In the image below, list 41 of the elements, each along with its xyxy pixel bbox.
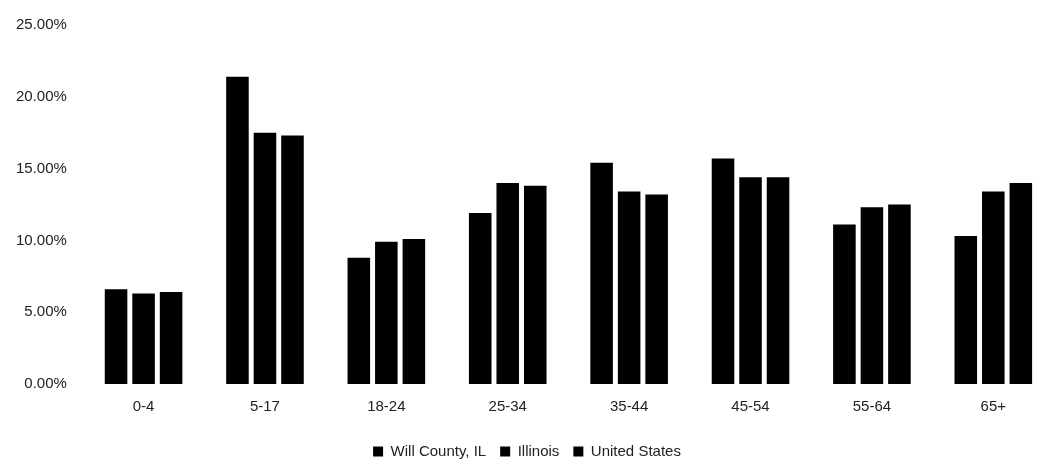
legend-label: Illinois [517,441,560,459]
bar [711,158,735,384]
bar [1009,182,1033,384]
y-tick-label: 10.00% [16,230,67,248]
x-tick-label: 45-54 [731,397,770,415]
bar [253,132,277,384]
bar [523,185,547,384]
bar [833,224,856,384]
y-tick-label: 15.00% [16,158,67,176]
x-tick-label: 18-24 [367,397,406,415]
y-tick-label: 25.00% [16,15,67,33]
x-tick-label: 65+ [980,397,1007,415]
x-tick-label: 5-17 [249,397,280,415]
bar [496,182,520,384]
bar [739,177,762,384]
legend-label: Will County, IL [390,441,487,459]
bar [159,292,183,384]
bar [104,289,128,384]
bar [888,204,911,384]
x-tick-label: 35-44 [609,397,649,415]
bar [347,257,371,384]
bar [468,213,492,384]
y-tick-label: 5.00% [24,302,67,320]
bar [860,207,884,384]
y-tick-label: 20.00% [16,86,67,104]
bar [402,238,426,384]
y-tick-label: 0.00% [24,374,67,392]
bar [132,293,155,384]
bar [766,177,790,384]
x-tick-label: 0-4 [132,397,155,415]
bar [281,135,304,384]
x-tick-label: 25-34 [488,397,527,415]
bar [590,162,613,384]
bar [954,236,978,384]
bar [645,194,668,384]
bar [617,191,641,384]
bar [375,241,398,384]
bar [982,191,1005,384]
x-tick-label: 55-64 [852,397,892,415]
legend-label: United States [590,441,681,459]
bar [226,76,249,384]
